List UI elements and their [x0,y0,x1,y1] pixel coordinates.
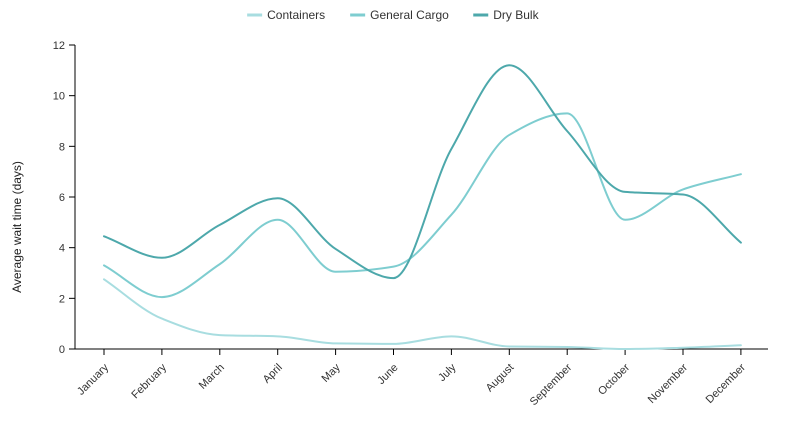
x-tick-label: May [320,361,344,385]
series-line-general-cargo [103,112,742,299]
legend-label-dry-bulk: Dry Bulk [493,8,539,22]
y-axis: 0 2 4 6 8 10 12 [53,40,76,356]
series-line-dry-bulk [103,64,742,280]
y-tick-label: 12 [53,40,65,52]
x-tick-label: September [528,361,575,408]
x-tick-label: July [436,361,459,384]
legend: Containers General Cargo Dry Bulk [247,8,540,22]
x-tick-label: March [197,362,227,392]
series-line-containers [103,278,742,350]
y-tick-label: 8 [59,141,65,153]
x-tick-label: April [261,362,285,386]
series-layer [103,64,742,350]
x-tick-label: November [646,361,691,406]
y-tick-label: 4 [59,243,65,255]
x-tick-label: December [704,361,749,406]
x-tick-label: August [484,362,517,395]
y-tick-label: 10 [53,91,65,103]
legend-label-general-cargo: General Cargo [370,8,449,22]
legend-label-containers: Containers [267,8,325,22]
x-tick-label: January [75,361,112,398]
y-axis-title: Average wait time (days) [10,161,24,293]
y-tick-label: 2 [59,293,65,305]
y-tick-label: 6 [59,192,65,204]
x-axis: January February March April May June July Augu… [75,348,768,408]
x-tick-label: June [375,362,400,387]
x-tick-label: February [129,361,169,401]
y-tick-label: 0 [59,344,65,356]
x-tick-label: October [596,361,632,397]
